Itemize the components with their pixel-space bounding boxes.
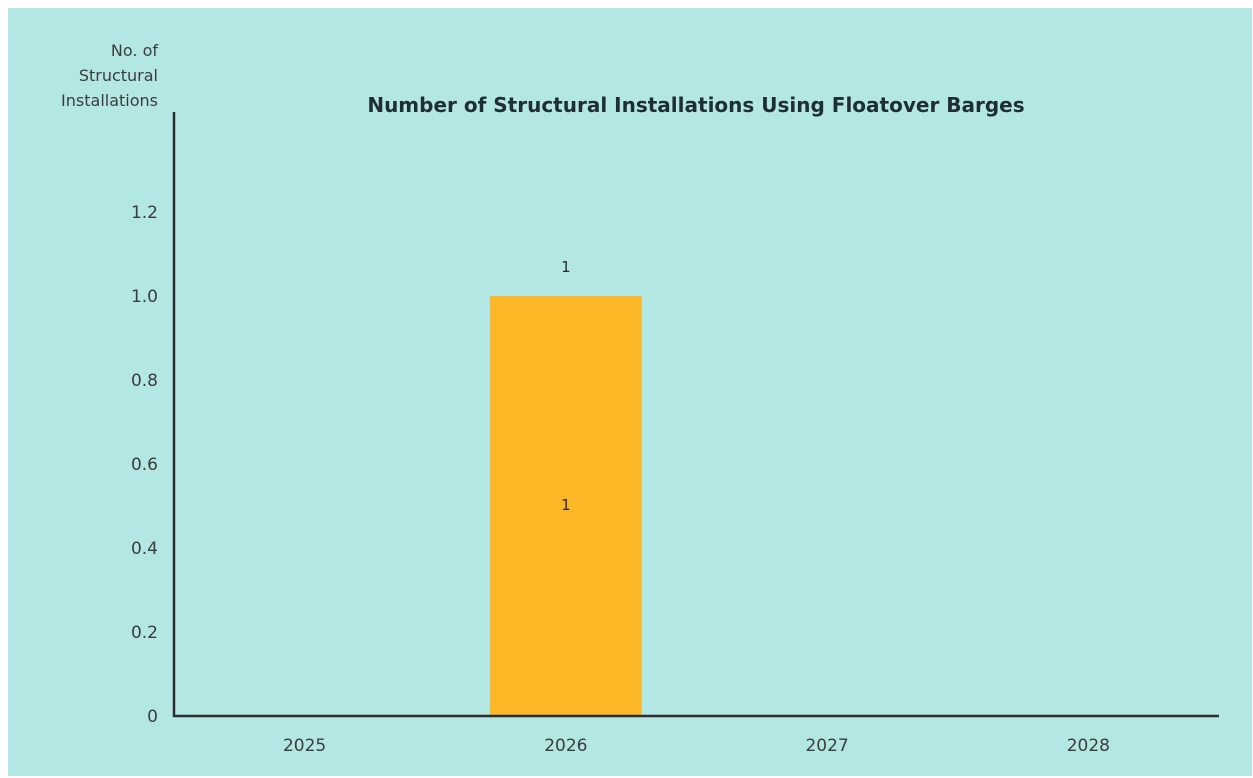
y-axis-label-line-3: Installations	[61, 91, 158, 110]
data-label-outside: 1	[561, 258, 571, 276]
data-labels: 11	[561, 258, 571, 514]
bars	[490, 296, 642, 716]
x-tick-label: 2027	[805, 736, 848, 756]
y-axis-label-line-2: Structural	[79, 66, 158, 85]
y-tick-label: 1.2	[131, 203, 158, 223]
bar-chart: Number of Structural Installations Using…	[61, 41, 1219, 756]
chart-panel: Number of Structural Installations Using…	[8, 8, 1252, 776]
chart-title: Number of Structural Installations Using…	[367, 93, 1024, 117]
y-tick-label: 0	[147, 707, 158, 727]
y-axis-label: No. of Structural Installations	[61, 41, 158, 110]
bar-2026	[490, 296, 642, 716]
y-tick-labels: 0 0.2 0.4 0.6 0.8 1.0 1.2	[131, 203, 158, 727]
y-axis-label-line-1: No. of	[111, 41, 158, 60]
y-tick-label: 0.8	[131, 371, 158, 391]
y-tick-label: 1.0	[131, 287, 158, 307]
data-label-inside: 1	[561, 496, 571, 514]
y-tick-label: 0.4	[131, 539, 158, 559]
x-tick-label: 2026	[544, 736, 587, 756]
x-tick-label: 2025	[283, 736, 326, 756]
y-tick-label: 0.6	[131, 455, 158, 475]
y-tick-label: 0.2	[131, 623, 158, 643]
x-tick-labels: 2025 2026 2027 2028	[283, 736, 1110, 756]
x-tick-label: 2028	[1067, 736, 1110, 756]
